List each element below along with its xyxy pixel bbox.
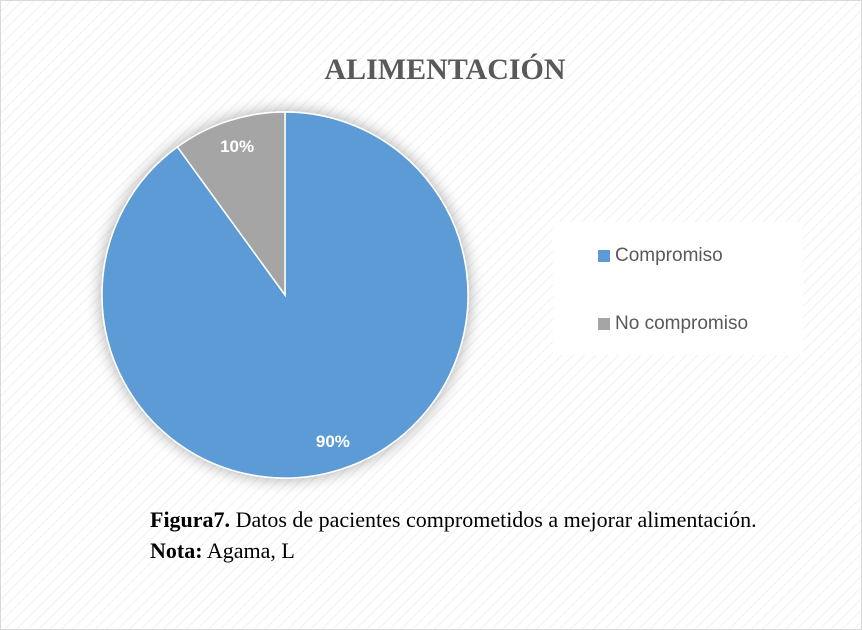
legend-swatch xyxy=(598,318,610,330)
caption-text: Datos de pacientes comprometidos a mejor… xyxy=(236,507,757,532)
data-label: 90% xyxy=(316,432,350,451)
pie xyxy=(101,111,469,479)
caption: Figura7. Datos de pacientes comprometido… xyxy=(150,507,757,532)
caption-label: Figura7. xyxy=(150,507,230,532)
data-label: 10% xyxy=(220,137,254,156)
legend xyxy=(553,222,803,355)
legend-label: Compromiso xyxy=(615,245,723,266)
note-label: Nota: xyxy=(150,538,203,563)
chart-title: ALIMENTACIÓN xyxy=(324,53,565,86)
pie-slice xyxy=(176,111,286,298)
legend-swatch xyxy=(598,250,610,262)
note: Nota: Agama, L xyxy=(150,538,295,563)
note-text: Agama, L xyxy=(207,538,295,563)
legend-label: No compromiso xyxy=(615,313,748,334)
